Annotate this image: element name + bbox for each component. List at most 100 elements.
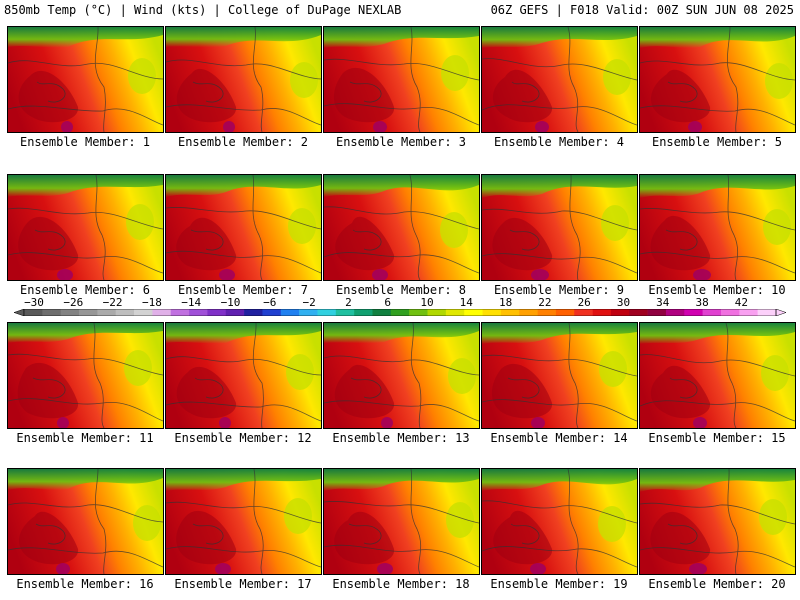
ensemble-member-map [323,322,480,429]
ensemble-member-map [7,322,164,429]
model-valid-time: 06Z GEFS | F018 Valid: 00Z SUN JUN 08 20… [490,3,794,17]
colorbar-swatch [225,309,245,316]
colorbar-swatch [24,309,43,316]
colorbar-swatch [372,309,392,316]
colorbar-swatch [757,309,777,316]
colorbar-tick-label: −30 [24,296,44,309]
ensemble-member-map [7,468,164,575]
ensemble-member-label: Ensemble Member: 2 [177,135,309,149]
colorbar-swatch [262,309,282,316]
color-scale-bar [14,309,786,316]
colorbar-tick-label: −26 [63,296,84,309]
colorbar-swatch [665,309,685,316]
colorbar-swatch [610,309,630,316]
ensemble-member-label: Ensemble Member: 5 [651,135,783,149]
ensemble-member-label: Ensemble Member: 15 [648,431,786,445]
colorbar-swatch [60,309,80,316]
colorbar-tick-label: 42 [734,296,749,309]
colorbar-swatch [79,309,98,316]
colorbar-swatch [500,309,520,316]
colorbar-tick-label: −6 [263,296,277,309]
colorbar-tick-label: 18 [498,296,513,309]
colorbar-tick-label: 30 [616,296,631,309]
ensemble-member-map [323,174,480,281]
colorbar-tick-label: 2 [345,296,352,309]
colorbar-tick-label: 34 [656,296,670,309]
colorbar-swatch [720,309,740,316]
colorbar-tick-label: 10 [420,296,434,309]
map-title: 850mb Temp (°C) | Wind (kts) | College o… [4,3,402,17]
ensemble-member-label: Ensemble Member: 7 [177,283,309,297]
ensemble-member-map [481,468,638,575]
ensemble-member-label: Ensemble Member: 18 [332,577,470,591]
colorbar-tick-label: −22 [102,296,123,309]
ensemble-member-label: Ensemble Member: 14 [490,431,628,445]
ensemble-member-map [165,322,322,429]
ensemble-member-map [481,174,638,281]
ensemble-member-label: Ensemble Member: 4 [493,135,625,149]
ensemble-member-map [639,174,796,281]
ensemble-member-label: Ensemble Member: 1 [19,135,151,149]
colorbar-swatch [629,309,648,316]
colorbar-tick-label: 14 [459,296,473,309]
colorbar-swatch [152,309,172,316]
ensemble-member-label: Ensemble Member: 8 [335,283,467,297]
colorbar-tick-label: 26 [577,296,591,309]
colorbar-swatch [684,309,703,316]
colorbar-min-arrow [14,309,25,316]
ensemble-member-label: Ensemble Member: 10 [648,283,786,297]
ensemble-member-map [323,26,480,133]
colorbar-max-arrow [775,309,786,316]
ensemble-member-label: Ensemble Member: 11 [16,431,154,445]
ensemble-member-map [165,174,322,281]
ensemble-member-map [639,322,796,429]
ensemble-member-map [481,322,638,429]
ensemble-member-map [481,26,638,133]
colorbar-swatch [482,309,502,316]
colorbar-swatch [207,309,227,316]
ensemble-member-label: Ensemble Member: 19 [490,577,628,591]
ensemble-member-map [639,26,796,133]
colorbar-swatch [409,309,428,316]
colorbar-swatch [555,309,575,316]
ensemble-member-label: Ensemble Member: 9 [493,283,625,297]
ensemble-member-label: Ensemble Member: 20 [648,577,786,591]
colorbar-swatch [42,309,61,316]
colorbar-tick-label: −2 [302,296,316,309]
colorbar-swatch [702,309,722,316]
colorbar-swatch [335,309,355,316]
ensemble-member-map [165,468,322,575]
ensemble-member-label: Ensemble Member: 3 [335,135,467,149]
colorbar-tick-label: −18 [141,296,162,309]
ensemble-member-label: Ensemble Member: 12 [174,431,312,445]
colorbar-swatch [97,309,117,316]
colorbar-tick-label: 22 [538,296,552,309]
ensemble-member-label: Ensemble Member: 17 [174,577,312,591]
ensemble-member-map [7,174,164,281]
ensemble-member-map [639,468,796,575]
colorbar-swatch [390,309,410,316]
colorbar-swatch [134,309,153,316]
colorbar-tick-label: 6 [384,296,391,309]
colorbar-swatch [519,309,538,316]
colorbar-swatch [592,309,612,316]
ensemble-member-label: Ensemble Member: 6 [19,283,151,297]
ensemble-member-map [7,26,164,133]
ensemble-member-map [323,468,480,575]
colorbar-swatch [170,309,190,316]
colorbar-swatch [244,309,263,316]
colorbar-swatch [464,309,483,316]
colorbar-tick-label: −10 [220,296,241,309]
colorbar-swatch [317,309,337,316]
colorbar-swatch [445,309,465,316]
colorbar-swatch [739,309,758,316]
colorbar-swatch [354,309,373,316]
colorbar-tick-label: −14 [181,296,202,309]
colorbar-swatch [280,309,300,316]
colorbar-swatch [189,309,208,316]
colorbar-swatch [537,309,557,316]
colorbar-tick-label: 38 [695,296,709,309]
colorbar-swatch [647,309,667,316]
ensemble-member-label: Ensemble Member: 16 [16,577,154,591]
ensemble-member-label: Ensemble Member: 13 [332,431,470,445]
